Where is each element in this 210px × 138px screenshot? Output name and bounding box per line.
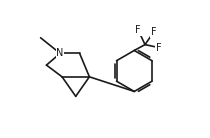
- Text: N: N: [56, 48, 64, 58]
- Text: F: F: [135, 25, 141, 35]
- Text: F: F: [151, 27, 157, 37]
- Text: F: F: [156, 43, 161, 53]
